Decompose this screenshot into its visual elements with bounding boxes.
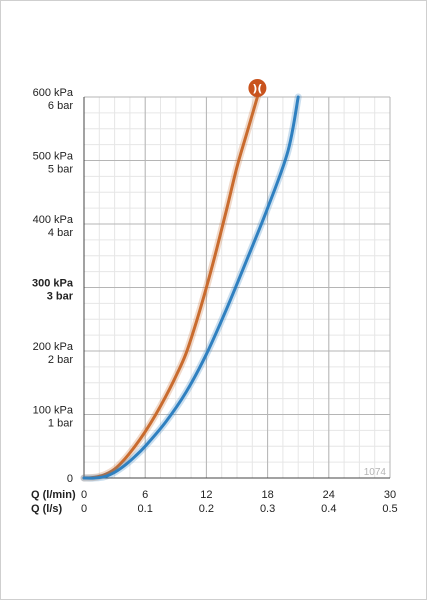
x-tick-label-lmin: 0: [81, 489, 87, 501]
x-tick-label-ls: 0.5: [382, 503, 397, 515]
y-tick-label-kpa: 200 kPa: [33, 341, 74, 353]
series-line-0: [82, 95, 259, 480]
series-layer: [80, 93, 302, 482]
y-tick-label-bar: 3 bar: [47, 291, 74, 303]
y-tick-label-kpa: 300 kPa: [32, 278, 74, 290]
x-tick-label-lmin: 18: [261, 489, 273, 501]
y-tick-label-kpa: 500 kPa: [33, 151, 74, 163]
x-tick-label-ls: 0.3: [260, 503, 275, 515]
y-tick-label-kpa: 100 kPa: [33, 405, 74, 417]
hansgrohe-logo-icon: [248, 79, 267, 97]
x-tick-label-ls: 0: [81, 503, 87, 515]
x-tick-label-lmin: 24: [323, 489, 335, 501]
logo-glyph: )(: [252, 82, 262, 95]
x-axis-label-lmin: Q (l/min): [31, 489, 76, 501]
x-tick-labels: 0 0 6 0.1 12 0.2 18 0.3 24 0.4 30 0.5: [81, 489, 398, 515]
series-line-1: [82, 95, 300, 480]
x-tick-label-lmin: 30: [384, 489, 396, 501]
y-tick-label-kpa: 0: [67, 473, 73, 485]
y-tick-label-bar: 6 bar: [48, 100, 73, 112]
y-tick-label-bar: 5 bar: [48, 164, 73, 176]
y-tick-label-kpa: 400 kPa: [33, 214, 74, 226]
x-tick-label-lmin: 6: [142, 489, 148, 501]
x-tick-label-lmin: 12: [200, 489, 212, 501]
x-tick-label-ls: 0.2: [199, 503, 214, 515]
y-tick-label-bar: 1 bar: [48, 418, 73, 430]
chart-id-label: 1074: [364, 467, 387, 478]
x-tick-label-ls: 0.1: [138, 503, 153, 515]
y-tick-label-kpa: 600 kPa: [33, 87, 74, 99]
y-tick-label-bar: 2 bar: [48, 354, 73, 366]
x-axis-label-ls: Q (l/s): [31, 503, 63, 515]
axes: [83, 97, 390, 479]
marker-layer: )(: [248, 79, 267, 97]
x-tick-label-ls: 0.4: [321, 503, 336, 515]
y-tick-label-bar: 4 bar: [48, 227, 73, 239]
